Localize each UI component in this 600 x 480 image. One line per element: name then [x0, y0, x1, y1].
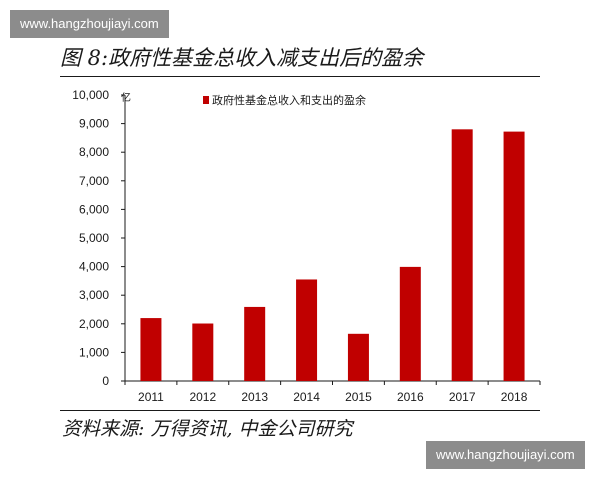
- y-tick-label: 2,000: [79, 317, 109, 331]
- y-tick-label: 10,000: [72, 88, 109, 102]
- y-tick-label: 1,000: [79, 345, 109, 359]
- legend-label: 政府性基金总收入和支出的盈余: [212, 93, 366, 107]
- watermark-bottom: www.hangzhoujiayi.com: [426, 441, 585, 469]
- x-tick-label: 2018: [501, 390, 528, 404]
- x-tick-label: 2012: [189, 390, 216, 404]
- y-tick-label: 6,000: [79, 202, 109, 216]
- bar-2011: [140, 318, 162, 381]
- x-tick-label: 2017: [449, 390, 476, 404]
- y-tick-label: 4,000: [79, 260, 109, 274]
- x-tick-label: 2015: [345, 390, 372, 404]
- x-tick-label: 2013: [241, 390, 268, 404]
- bar-2016: [399, 266, 421, 381]
- watermark-top: www.hangzhoujiayi.com: [10, 10, 169, 38]
- x-ticks: 2011 2012 2013 2014 2015 2016 2017 2018: [124, 381, 541, 404]
- y-axis-unit: 亿: [121, 91, 131, 104]
- y-tick-label: 3,000: [79, 288, 109, 302]
- y-tick-label: 7,000: [79, 174, 109, 188]
- source-rule: [60, 410, 540, 411]
- y-tick-label: 9,000: [79, 117, 109, 131]
- x-tick-label: 2011: [138, 390, 164, 404]
- y-ticks: 0 1,000 2,000 3,000 4,000 5,000 6,000 7,000 8,00…: [72, 88, 125, 388]
- y-tick-label: 0: [102, 374, 109, 388]
- title-rule: [60, 76, 540, 77]
- y-tick-label: 8,000: [79, 145, 109, 159]
- bar-2018: [503, 131, 525, 381]
- x-tick-label: 2016: [397, 390, 424, 404]
- bars: [140, 129, 525, 381]
- bar-2012: [192, 323, 214, 381]
- source-note: 资料来源: 万得资讯, 中金公司研究: [62, 418, 353, 440]
- bar-2013: [244, 306, 266, 381]
- bar-2014: [296, 279, 318, 381]
- bar-2017: [451, 129, 473, 381]
- bar-2015: [347, 333, 369, 381]
- legend-swatch: [203, 96, 209, 104]
- y-tick-label: 5,000: [79, 231, 109, 245]
- x-tick-label: 2014: [293, 390, 320, 404]
- figure-title: 图 8:政府性基金总收入减支出后的盈余: [60, 46, 424, 70]
